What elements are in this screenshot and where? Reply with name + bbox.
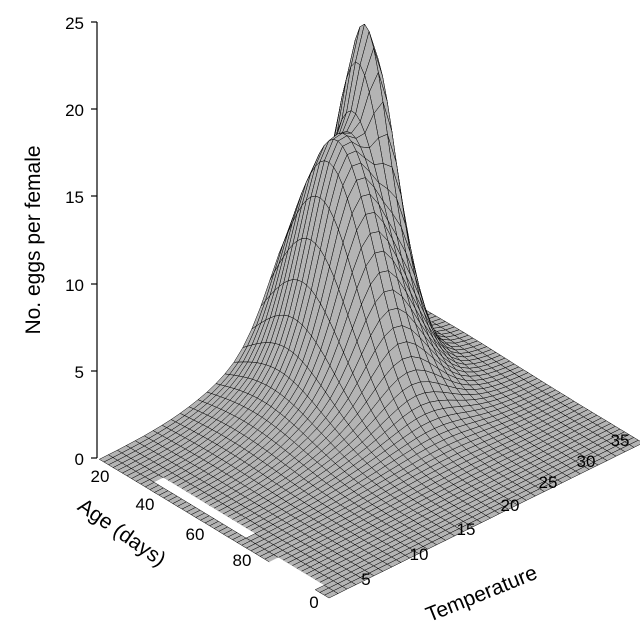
age-axis-title: Age (days)	[74, 494, 170, 571]
z-axis-title: No. eggs per female	[22, 145, 45, 334]
temperature-axis-title: Temperature	[423, 561, 541, 626]
z-tick-label: 20	[65, 101, 84, 120]
temp-tick-label: 15	[457, 520, 476, 539]
age-tick-label: 80	[233, 551, 252, 570]
temp-tick-label: 0	[309, 593, 318, 612]
temp-tick-label: 30	[577, 452, 596, 471]
z-tick-label: 25	[65, 14, 84, 33]
surface-cell	[323, 590, 339, 599]
surface-plot	[98, 23, 640, 599]
z-tick-label: 5	[75, 363, 84, 382]
temp-tick-label: 35	[611, 431, 630, 450]
temp-tick-label: 10	[410, 545, 429, 564]
z-tick-label: 10	[65, 276, 84, 295]
age-tick-label: 20	[91, 467, 110, 486]
z-tick-label: 15	[65, 188, 84, 207]
age-tick-label: 60	[186, 525, 205, 544]
temp-tick-label: 20	[501, 496, 520, 515]
temp-tick-label: 5	[361, 570, 370, 589]
temp-tick-label: 25	[539, 473, 558, 492]
z-tick-label: 0	[75, 450, 84, 469]
age-tick-label: 40	[136, 495, 155, 514]
